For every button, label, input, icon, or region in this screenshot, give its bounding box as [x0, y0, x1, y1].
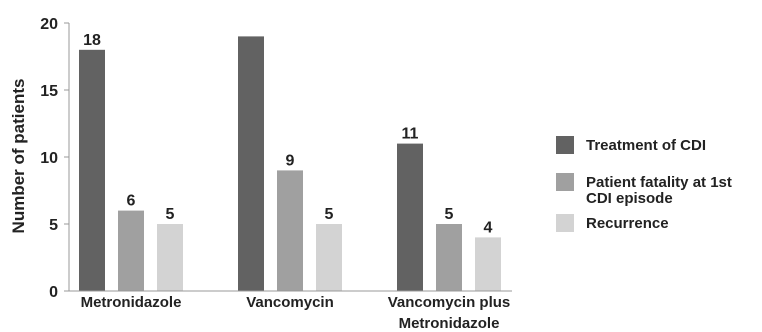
y-axis-ticks: 0 5 10 15 20: [40, 16, 69, 301]
bar-value-label: 4: [484, 219, 493, 236]
y-tick-label: 15: [40, 83, 58, 100]
y-tick-label: 20: [40, 16, 58, 33]
legend-swatch: [556, 214, 574, 232]
bar-value-label: 18: [83, 32, 101, 49]
bar: [277, 170, 303, 291]
legend-swatch: [556, 173, 574, 191]
bar: [157, 224, 183, 291]
x-category-label: Metronidazole: [399, 315, 500, 332]
bar: [475, 237, 501, 291]
x-category-label: Metronidazole: [81, 294, 182, 311]
legend-label: Recurrence: [586, 215, 669, 232]
bars: [79, 36, 501, 292]
bar: [316, 224, 342, 291]
y-axis-label: Number of patients: [9, 79, 28, 234]
bar: [79, 49, 105, 291]
x-axis-category-labels: Metronidazole Vancomycin Vancomycin plus Me…: [81, 294, 511, 332]
bar-value-label: 5: [325, 206, 334, 223]
x-category-label: Vancomycin plus: [388, 294, 511, 311]
y-tick-label: 10: [40, 150, 58, 167]
bar-value-label: 5: [166, 206, 175, 223]
bar-value-label: 6: [127, 193, 136, 210]
bar: [118, 210, 144, 291]
legend: Treatment of CDI Patient fatality at 1stC…: [556, 136, 732, 232]
bar-value-label: 5: [445, 206, 454, 223]
bar-value-label: 11: [402, 126, 419, 143]
y-tick-label: 5: [49, 217, 58, 234]
x-category-label: Vancomycin: [246, 294, 334, 311]
y-tick-label: 0: [49, 284, 58, 301]
legend-label: Patient fatality at 1st: [586, 174, 732, 191]
bar-value-label: 9: [286, 152, 295, 169]
bar: [238, 36, 264, 292]
legend-label: Treatment of CDI: [586, 137, 706, 154]
bar: [397, 143, 423, 291]
legend-label: CDI episode: [586, 190, 673, 207]
bar-value-labels: 18 6 5 9 5 11 5 4: [83, 32, 492, 237]
legend-swatch: [556, 136, 574, 154]
bar: [436, 224, 462, 291]
